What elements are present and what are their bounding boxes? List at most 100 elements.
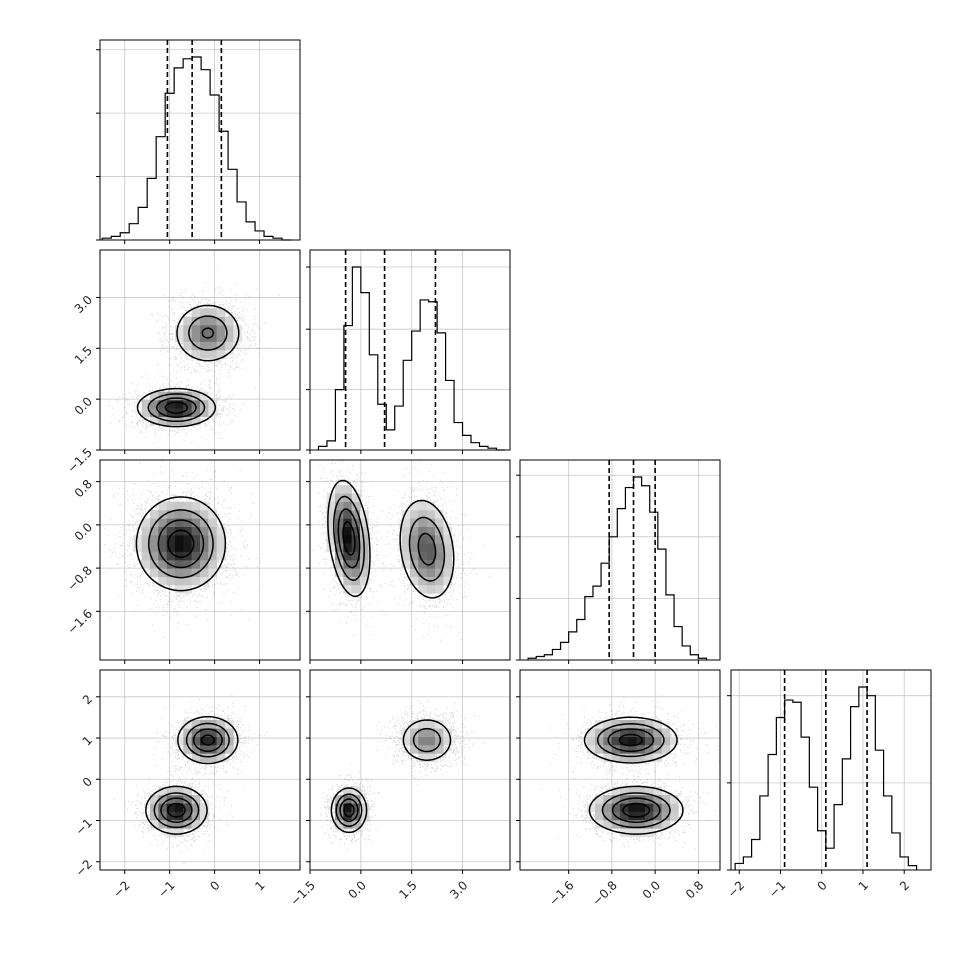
density-cell (418, 535, 427, 544)
density-cell (611, 745, 621, 754)
density-cell (335, 510, 344, 519)
density-cell (158, 543, 167, 552)
density-cell (150, 391, 159, 401)
density-cell (620, 736, 629, 746)
density-cell (410, 526, 419, 536)
panel-frame (519, 669, 721, 871)
density-cell (191, 308, 201, 317)
density-cell (418, 526, 427, 536)
density-cell (175, 736, 184, 746)
density-cell (158, 803, 167, 812)
density-cell (216, 720, 226, 729)
contour-line (136, 304, 240, 428)
density-cell (216, 551, 226, 561)
density-cell (191, 551, 201, 561)
density-cell (158, 408, 167, 417)
density-cell (603, 728, 612, 737)
density-cell (191, 795, 201, 804)
density-cell (175, 551, 184, 561)
density-cell (191, 333, 201, 342)
density-cell (335, 551, 344, 561)
density-cell (150, 510, 159, 519)
density-cell (216, 535, 226, 544)
density-cell (216, 543, 226, 552)
density-cell (326, 518, 336, 527)
scatter-panel (540, 695, 720, 850)
density-cell (216, 753, 226, 762)
panel-frame (99, 669, 301, 871)
density-cell (443, 568, 452, 577)
density-cell (150, 535, 159, 544)
panel-frame (730, 669, 932, 871)
density-cell (216, 325, 226, 334)
density-cell (191, 753, 201, 762)
density-cell (191, 535, 201, 544)
density-cell (166, 568, 176, 577)
density-cell (175, 585, 184, 594)
density-cell (166, 543, 176, 552)
density-cell (426, 736, 436, 746)
scatter-panel (320, 700, 487, 850)
density-cell (620, 820, 629, 829)
density-cell (175, 518, 184, 527)
density-cell (183, 551, 192, 561)
density-cell (175, 786, 184, 796)
contour-line (330, 719, 452, 834)
density-cell (208, 728, 217, 737)
density-cell (175, 501, 184, 511)
density-cell (418, 551, 427, 561)
density-cell (200, 526, 209, 536)
density-cell (208, 745, 217, 754)
density-cell (200, 341, 209, 351)
density-cell (653, 753, 662, 762)
density-cell (175, 568, 184, 577)
density-cell (645, 753, 654, 762)
density-cell (351, 795, 361, 804)
density-cell (183, 736, 192, 746)
density-cell (175, 803, 184, 812)
density-cell (645, 728, 654, 737)
density-cell (166, 828, 176, 837)
density-cell (335, 485, 344, 494)
density-cell (418, 560, 427, 569)
density-cell (351, 585, 361, 594)
contour-line (160, 728, 223, 824)
density-cell (191, 501, 201, 511)
density-cell (426, 745, 436, 754)
density-cell (183, 325, 192, 334)
density-cell (611, 795, 621, 804)
density-cell (200, 753, 209, 762)
density-cell (670, 811, 679, 821)
scatter-points (320, 700, 487, 850)
contour-line (164, 401, 189, 414)
density-cell (183, 576, 192, 586)
density-cell (603, 820, 612, 829)
density-cell (175, 391, 184, 401)
density-cell (175, 333, 184, 342)
density-cell (351, 526, 361, 536)
density-cell (343, 510, 352, 519)
density-cell (225, 316, 234, 326)
density-cell (326, 526, 336, 536)
density-cell (216, 736, 226, 746)
density-cell (191, 736, 201, 746)
density-cell (200, 811, 209, 821)
density-cell (351, 501, 361, 511)
density-cell (191, 518, 201, 527)
density-cell (158, 560, 167, 569)
density-cell (183, 416, 192, 426)
density-cell (191, 811, 201, 821)
density-cell (628, 786, 637, 796)
density-cell (628, 803, 637, 812)
scatter-cloud (310, 460, 491, 641)
density-cell (200, 803, 209, 812)
panel-frame (99, 459, 301, 661)
density-cell (200, 501, 209, 511)
density-cell (175, 795, 184, 804)
density-cell (401, 526, 411, 536)
density-cell (191, 560, 201, 569)
density-cell (628, 728, 637, 737)
contour-line (597, 723, 671, 829)
density-cell (435, 720, 444, 729)
density-cell (653, 803, 662, 812)
